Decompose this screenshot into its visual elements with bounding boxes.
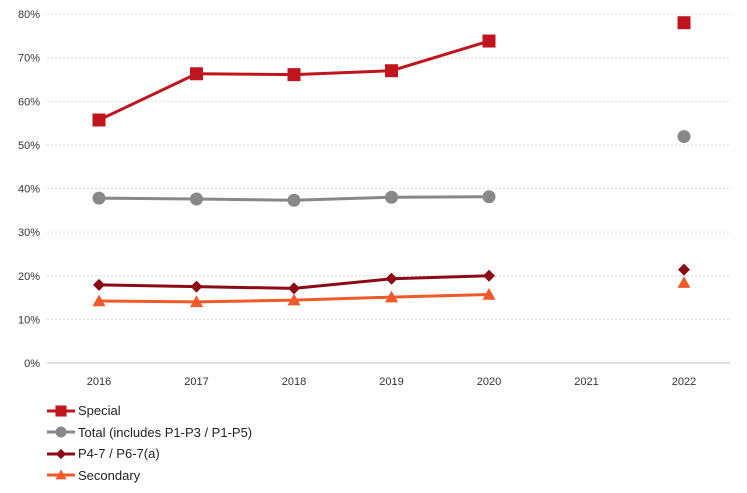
legend-key-square xyxy=(47,405,75,417)
data-point-diamond xyxy=(55,448,67,459)
data-point-circle xyxy=(482,190,496,204)
y-axis-ticks: 0% 10% 20% 30% 40% 50% 60% 70% 80% xyxy=(18,9,40,370)
data-point-triangle xyxy=(677,276,691,288)
legend-label: Total (includes P1-P3 / P1-P5) xyxy=(78,424,253,440)
series-circle xyxy=(92,130,691,207)
data-point-triangle xyxy=(190,295,203,308)
data-point-circle xyxy=(190,192,203,206)
y-tick-label: 10% xyxy=(18,314,40,326)
x-axis-ticks: 2016 2017 2018 2019 2020 2021 2022 xyxy=(87,376,696,388)
data-point-square xyxy=(482,34,496,48)
data-point-diamond xyxy=(288,282,300,295)
y-tick-label: 80% xyxy=(18,9,40,21)
x-tick-label: 2018 xyxy=(282,376,306,388)
data-point-circle xyxy=(92,191,106,205)
x-tick-label: 2020 xyxy=(477,376,501,388)
x-tick-label: 2016 xyxy=(87,376,111,388)
legend-key-circle xyxy=(47,426,75,438)
data-point-square xyxy=(385,64,398,78)
legend-key-diamond xyxy=(47,448,75,459)
legend-item: P4-7 / P6-7(a) xyxy=(46,443,252,465)
y-tick-label: 50% xyxy=(18,140,40,152)
legend-item: Special xyxy=(46,400,252,422)
data-point-circle xyxy=(677,130,691,144)
gridlines xyxy=(47,13,730,364)
data-point-diamond xyxy=(678,263,690,276)
y-tick-label: 70% xyxy=(18,53,40,65)
y-tick-label: 40% xyxy=(18,184,40,196)
data-point-diamond xyxy=(483,269,495,282)
data-point-triangle xyxy=(92,294,106,307)
data-point-circle xyxy=(55,426,67,438)
data-point-triangle xyxy=(482,288,496,300)
data-point-square xyxy=(287,68,301,82)
legend-key-triangle xyxy=(47,469,75,480)
legend-item: Secondary xyxy=(46,465,252,487)
legend-label: Secondary xyxy=(78,467,141,483)
data-point-diamond xyxy=(93,278,105,291)
series xyxy=(92,16,691,308)
y-tick-label: 30% xyxy=(18,227,40,239)
legend-label: P4-7 / P6-7(a) xyxy=(78,446,160,462)
data-point-square xyxy=(55,405,67,417)
data-point-diamond xyxy=(190,280,203,293)
legend-item: Total (includes P1-P3 / P1-P5) xyxy=(46,422,252,444)
legend: Special Total (includes P1-P3 / P1-P5) P4-… xyxy=(46,400,252,486)
data-point-circle xyxy=(287,193,301,207)
data-point-triangle xyxy=(55,469,67,480)
x-tick-label: 2017 xyxy=(184,376,208,388)
data-point-square xyxy=(677,16,691,30)
x-tick-label: 2021 xyxy=(574,376,598,388)
y-tick-label: 0% xyxy=(24,358,40,370)
data-point-triangle xyxy=(287,293,301,306)
legend-label: Special xyxy=(78,403,121,419)
x-tick-label: 2022 xyxy=(672,376,696,388)
y-tick-label: 60% xyxy=(18,96,40,108)
data-point-diamond xyxy=(385,272,398,285)
series-triangle xyxy=(92,276,691,308)
series-square xyxy=(92,16,691,127)
y-tick-label: 20% xyxy=(18,271,40,283)
data-point-square xyxy=(190,67,203,81)
data-point-square xyxy=(92,113,106,127)
data-point-circle xyxy=(385,190,398,204)
x-tick-label: 2019 xyxy=(379,376,403,388)
series-diamond xyxy=(93,263,690,295)
data-point-triangle xyxy=(385,290,398,303)
line-chart: 0%10%20%30%40%50%60%70%80% 2016 2017 2018 2… xyxy=(18,9,730,388)
